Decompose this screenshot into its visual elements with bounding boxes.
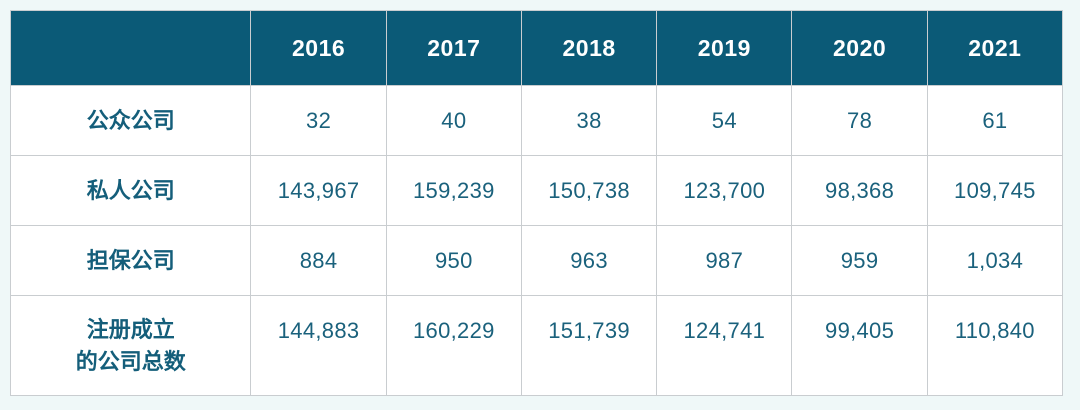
table-cell: 160,229 <box>385 295 522 396</box>
header-row: 2016 2017 2018 2019 2020 2021 <box>9 10 1064 86</box>
table-cell: 110,840 <box>926 295 1064 396</box>
column-header-2017: 2017 <box>385 10 522 86</box>
table-row-guarantee-companies: 担保公司 884 950 963 987 959 1,034 <box>9 225 1064 296</box>
column-header-2019: 2019 <box>656 10 793 86</box>
column-header-2016: 2016 <box>250 10 387 86</box>
table-cell: 143,967 <box>250 155 387 226</box>
table-cell: 99,405 <box>791 295 928 396</box>
table-row-private-companies: 私人公司 143,967 159,239 150,738 123,700 98,… <box>9 155 1064 226</box>
column-header-2021: 2021 <box>926 10 1064 86</box>
column-header-2018: 2018 <box>520 10 658 86</box>
table-cell: 950 <box>385 225 522 296</box>
table-cell: 54 <box>656 85 793 156</box>
company-stats-table-container: 2016 2017 2018 2019 2020 2021 公众公司 32 40… <box>9 10 1064 396</box>
row-label: 公众公司 <box>9 85 252 156</box>
column-header-2020: 2020 <box>791 10 928 86</box>
table-cell: 144,883 <box>250 295 387 396</box>
table-row-total-incorporated: 注册成立 的公司总数 144,883 160,229 151,739 124,7… <box>9 295 1064 396</box>
table-cell: 109,745 <box>926 155 1064 226</box>
table-cell: 963 <box>520 225 658 296</box>
row-label: 私人公司 <box>9 155 252 226</box>
table-cell: 124,741 <box>656 295 793 396</box>
table-cell: 78 <box>791 85 928 156</box>
table-cell: 123,700 <box>656 155 793 226</box>
table-cell: 98,368 <box>791 155 928 226</box>
table-cell: 61 <box>926 85 1064 156</box>
table-cell: 150,738 <box>520 155 658 226</box>
table-cell: 1,034 <box>926 225 1064 296</box>
row-label: 注册成立 的公司总数 <box>9 295 252 396</box>
table-cell: 959 <box>791 225 928 296</box>
header-blank-cell <box>9 10 252 86</box>
table-row-public-companies: 公众公司 32 40 38 54 78 61 <box>9 85 1064 156</box>
table-cell: 151,739 <box>520 295 658 396</box>
table-cell: 40 <box>385 85 522 156</box>
table-cell: 159,239 <box>385 155 522 226</box>
company-stats-table: 2016 2017 2018 2019 2020 2021 公众公司 32 40… <box>9 10 1064 396</box>
table-cell: 884 <box>250 225 387 296</box>
row-label: 担保公司 <box>9 225 252 296</box>
table-cell: 38 <box>520 85 658 156</box>
table-cell: 32 <box>250 85 387 156</box>
table-cell: 987 <box>656 225 793 296</box>
